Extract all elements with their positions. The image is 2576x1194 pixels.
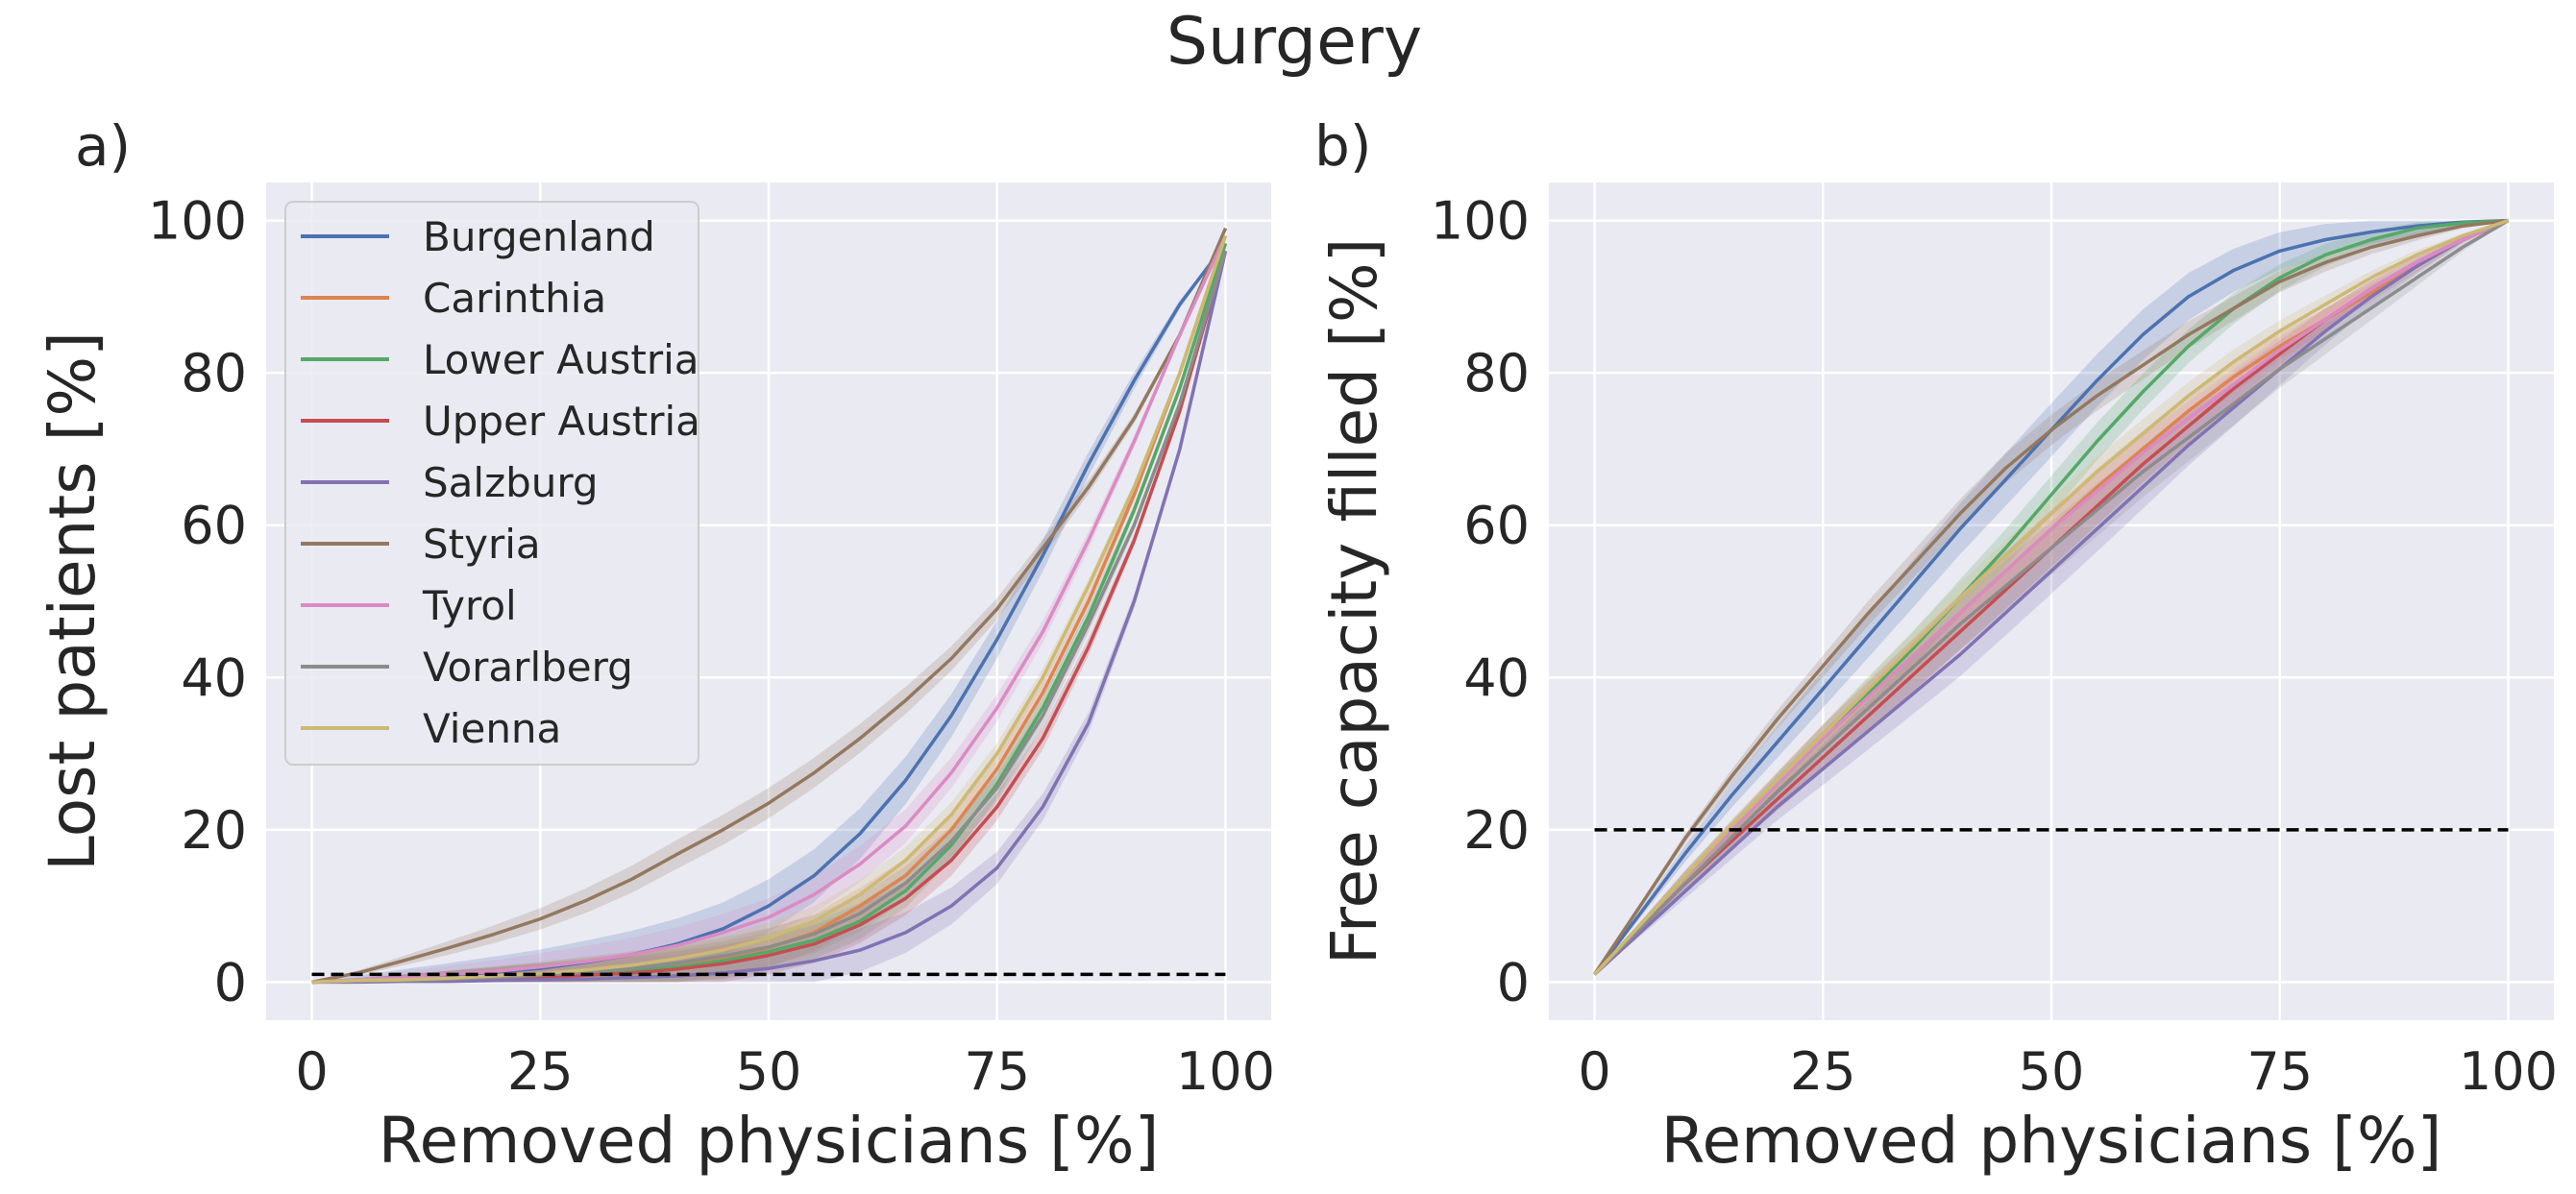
panel-a-y-tick-label: 60	[181, 496, 247, 556]
panel-a-y-tick-labels: 0 20 40 60 80 100	[148, 191, 247, 1013]
panel-b-y-tick-label: 40	[1463, 647, 1530, 708]
panel-a-y-tick-label: 100	[148, 191, 247, 252]
panel-b-y-tick-label: 60	[1463, 496, 1530, 556]
panel-b-y-tick-label: 20	[1463, 800, 1530, 861]
panel-a-band-lower-austria	[311, 243, 1226, 983]
panel-b-y-tick-labels: 0 20 40 60 80 100	[1431, 191, 1530, 1013]
figure-title: Surgery	[1166, 4, 1422, 80]
panel-a-line-salzburg	[311, 250, 1228, 985]
panel-b: b) 0 25 50 75 100 0 20 40 60 80 100 Removed physi…	[1314, 113, 2558, 1178]
panel-a-y-tick-label: 0	[214, 952, 247, 1012]
panel-a-confidence-bands	[311, 228, 1226, 983]
panel-b-x-tick-label: 25	[1790, 1041, 1856, 1102]
panel-a-x-tick-labels: 0 25 50 75 100	[295, 1041, 1275, 1102]
panel-a-y-tick-label: 40	[181, 647, 247, 708]
legend: Burgenland Carinthia Lower Austria Upper Au…	[284, 201, 700, 766]
panel-b-x-tick-labels: 0 25 50 75 100	[1578, 1041, 2558, 1102]
panel-b-series-lines	[1593, 218, 2510, 976]
panel-a-y-axis-label: Lost patients [%]	[36, 331, 110, 871]
panel-a-band-vorarlberg	[311, 251, 1226, 983]
panel-a-line-styria	[311, 227, 1228, 985]
panel-b-y-tick-label: 100	[1431, 191, 1530, 252]
panel-a-line-vienna	[311, 234, 1228, 985]
panel-a-y-tick-label: 20	[181, 800, 247, 861]
legend-label-lower-austria: Lower Austria	[423, 336, 699, 383]
legend-box	[284, 201, 699, 766]
panel-b-y-tick-label: 0	[1497, 952, 1530, 1012]
legend-label-tyrol: Tyrol	[422, 582, 517, 629]
panel-b-y-tick-label: 80	[1463, 343, 1530, 403]
panel-b-x-tick-label: 75	[2246, 1041, 2313, 1102]
panel-a-band-upper-austria	[311, 251, 1226, 983]
legend-label-vorarlberg: Vorarlberg	[423, 644, 633, 691]
panel-a-x-tick-label: 25	[507, 1041, 574, 1102]
panel-b-x-axis-label: Removed physicians [%]	[1661, 1104, 2442, 1178]
panel-a-x-tick-label: 75	[964, 1041, 1030, 1102]
panel-b-y-axis-label: Free capacity filled [%]	[1317, 238, 1391, 965]
panel-a-y-tick-label: 80	[181, 343, 247, 403]
panel-a-x-tick-label: 0	[295, 1041, 328, 1102]
panel-b-line-vorarlberg	[1593, 219, 2510, 976]
legend-label-styria: Styria	[423, 521, 541, 568]
panel-a-label: a)	[75, 113, 131, 179]
panel-b-line-vienna	[1593, 218, 2510, 976]
panel-a-x-axis-label: Removed physicians [%]	[379, 1104, 1160, 1178]
panel-b-line-styria	[1593, 218, 2509, 976]
panel-a-x-tick-label: 50	[736, 1041, 802, 1102]
panel-b-x-tick-label: 100	[2459, 1041, 2558, 1102]
panel-b-label: b)	[1314, 113, 1371, 179]
legend-label-carinthia: Carinthia	[423, 275, 606, 322]
legend-items: Burgenland Carinthia Lower Austria Upper Au…	[301, 213, 700, 752]
legend-label-burgenland: Burgenland	[423, 213, 655, 260]
panel-a: a) 0 25 50 75 100 0 20 40 60 80 100 Removed physi…	[36, 113, 1275, 1178]
panel-b-line-salzburg	[1593, 218, 2510, 976]
panel-b-x-tick-label: 50	[2019, 1041, 2085, 1102]
panel-a-x-tick-label: 100	[1176, 1041, 1275, 1102]
panel-a-line-tyrol	[311, 234, 1228, 985]
panel-b-x-tick-label: 0	[1578, 1041, 1610, 1102]
panel-a-series-lines	[311, 227, 1228, 985]
legend-label-salzburg: Salzburg	[423, 459, 599, 506]
panel-b-line-tyrol	[1593, 218, 2510, 976]
legend-label-vienna: Vienna	[423, 705, 561, 752]
legend-label-upper-austria: Upper Austria	[423, 398, 700, 445]
